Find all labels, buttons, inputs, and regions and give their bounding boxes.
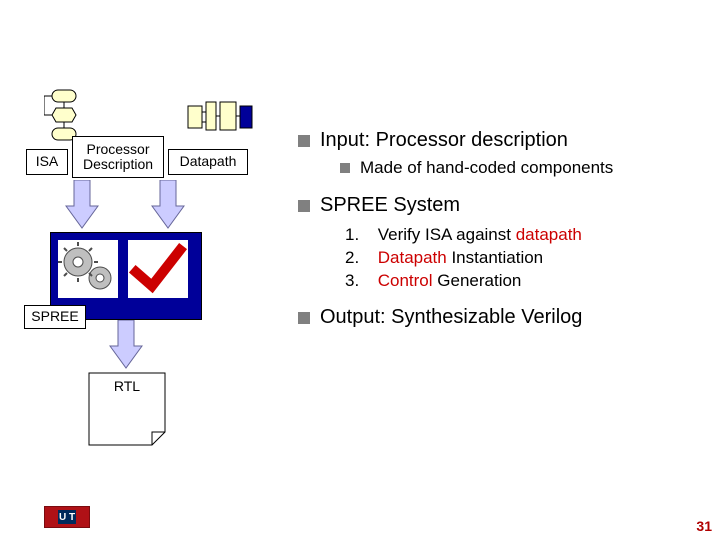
rtl-box: RTL — [88, 372, 166, 451]
list-num: 3. — [345, 270, 373, 293]
list-text-red: datapath — [516, 225, 582, 244]
numbered-list: 1. Verify ISA against datapath 2. Datapa… — [345, 224, 582, 293]
bullet-icon — [340, 163, 350, 173]
list-num: 1. — [345, 224, 373, 247]
gears-icon — [58, 240, 118, 298]
bullet-icon — [298, 312, 310, 324]
output-text: Output: Synthesizable Verilog — [320, 306, 582, 329]
rtl-label: RTL — [88, 378, 166, 394]
list-item: 2. Datapath Instantiation — [345, 247, 582, 270]
arrow-spree-down — [108, 320, 144, 370]
logo-text: U T — [58, 510, 76, 524]
bullet-input: Input: Processor description — [298, 129, 568, 152]
list-item: 1. Verify ISA against datapath — [345, 224, 582, 247]
page-number: 31 — [696, 518, 712, 534]
bullet-icon — [298, 200, 310, 212]
datapath-box: Datapath — [168, 149, 248, 175]
processor-description-label: Processor Description — [83, 142, 153, 173]
list-text-post: Instantiation — [447, 248, 543, 267]
uoft-logo: U T — [44, 506, 90, 528]
spree-system-text: SPREE System — [320, 194, 460, 217]
bullet-output: Output: Synthesizable Verilog — [298, 306, 582, 329]
arrow-datapath-down — [150, 180, 186, 230]
bullet-spree-system: SPREE System — [298, 194, 460, 217]
list-text-post: Generation — [433, 271, 522, 290]
list-num: 2. — [345, 247, 373, 270]
spree-label: SPREE — [31, 309, 78, 324]
datapath-blocks-icon — [186, 100, 256, 139]
bullet-input-sub: Made of hand-coded components — [340, 158, 613, 178]
input-sub-text: Made of hand-coded components — [360, 158, 613, 178]
isa-box: ISA — [26, 149, 68, 175]
list-item: 3. Control Generation — [345, 270, 582, 293]
check-icon — [128, 240, 188, 298]
bullet-icon — [298, 135, 310, 147]
list-text-red: Datapath — [378, 248, 447, 267]
list-text-red: Control — [378, 271, 433, 290]
isa-label: ISA — [36, 154, 59, 169]
list-text-pre: Verify ISA against — [378, 225, 516, 244]
spree-label-box: SPREE — [24, 305, 86, 329]
processor-description-box: Processor Description — [72, 136, 164, 178]
input-text: Input: Processor description — [320, 129, 568, 152]
arrow-isa-down — [64, 180, 100, 230]
datapath-label: Datapath — [180, 154, 237, 169]
